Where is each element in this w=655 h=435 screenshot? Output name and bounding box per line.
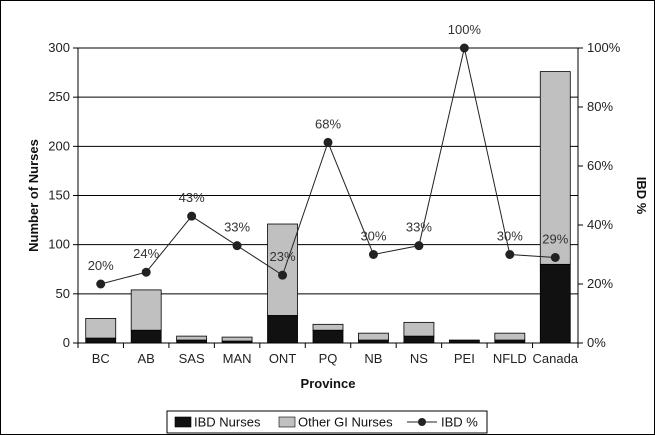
y2-tick-label: 0% [587,335,606,350]
y-tick-label: 150 [48,188,70,203]
bar-ibd-nurses [403,335,435,344]
ibd-percent-label: 29% [542,231,568,246]
legend-swatch-ibd-percent-point [418,418,426,426]
legend-label-ibd-percent: IBD % [441,415,478,430]
bar-other-gi-nurses [85,318,117,339]
x-tick-label: Canada [532,351,578,366]
bar-other-gi-nurses [221,336,253,342]
ibd-percent-label: 33% [224,220,250,235]
ibd-percent-label: 68% [315,116,341,131]
ibd-percent-label: 100% [448,22,482,37]
x-tick-label: NFLD [493,351,527,366]
bar-other-gi-nurses [494,332,526,341]
ibd-percent-point [505,250,515,259]
y2-tick-label: 20% [587,276,613,291]
ibd-percent-point [459,43,469,53]
ibd-percent-label: 30% [497,229,523,244]
bar-ibd-nurses [85,337,117,344]
legend-swatch-other-gi-nurses [278,416,296,428]
bar-ibd-nurses [312,329,344,344]
bar-ibd-nurses [130,329,162,344]
x-tick-label: PQ [319,351,338,366]
ibd-percent-point [96,279,106,289]
legend-label-ibd-nurses: IBD Nurses [194,415,261,430]
y-tick-label: 300 [48,40,70,55]
bar-other-gi-nurses [176,335,208,341]
ibd-percent-label: 33% [406,220,432,235]
ibd-percent-point [141,267,151,277]
x-tick-label: NS [410,351,428,366]
ibd-percent-point [368,250,378,259]
ibd-percent-point [187,211,197,221]
y-tick-label: 200 [48,138,70,153]
bar-other-gi-nurses [358,332,389,341]
x-tick-label: SAS [179,351,205,366]
x-axis-title: Province [301,376,356,391]
x-tick-label: ONT [269,351,297,366]
legend-label-other-gi-nurses: Other GI Nurses [298,415,393,430]
y2-tick-label: 100% [587,40,621,55]
ibd-percent-point [323,137,333,147]
legend-box [166,410,488,434]
x-tick-label: PEI [454,351,475,366]
y-tick-label: 0 [63,335,70,350]
ibd-percent-point [550,252,560,262]
ibd-percent-point [232,241,242,251]
ibd-percent-label: 30% [360,229,386,244]
x-tick-label: NB [364,351,382,366]
bar-other-gi-nurses [130,289,162,331]
y-tick-label: 50 [56,286,70,301]
y2-axis-title: IBD % [634,177,649,215]
ibd-percent-point [414,241,424,251]
ibd-percent-label: 24% [133,246,159,261]
bar-other-gi-nurses [267,223,298,316]
bar-other-gi-nurses [539,71,571,265]
x-tick-label: AB [138,351,155,366]
y2-tick-label: 60% [587,158,613,173]
y-axis-title: Number of Nurses [26,139,41,252]
ibd-percent-label: 23% [270,249,296,264]
bar-other-gi-nurses [312,323,344,331]
y2-tick-label: 40% [587,217,613,232]
bar-ibd-nurses [539,263,571,344]
ibd-percent-label: 20% [88,258,114,273]
ibd-percent-label: 43% [179,190,205,205]
ibd-percent-line [100,47,556,285]
legend-swatch-ibd-nurses [174,416,192,428]
x-tick-label: BC [92,351,110,366]
ibd-percent-point [278,270,288,280]
y2-tick-label: 80% [587,99,613,114]
y-tick-label: 250 [48,89,70,104]
y-tick-label: 100 [48,237,70,252]
bar-ibd-nurses [267,315,298,344]
x-tick-label: MAN [223,351,252,366]
bar-other-gi-nurses [403,321,435,337]
